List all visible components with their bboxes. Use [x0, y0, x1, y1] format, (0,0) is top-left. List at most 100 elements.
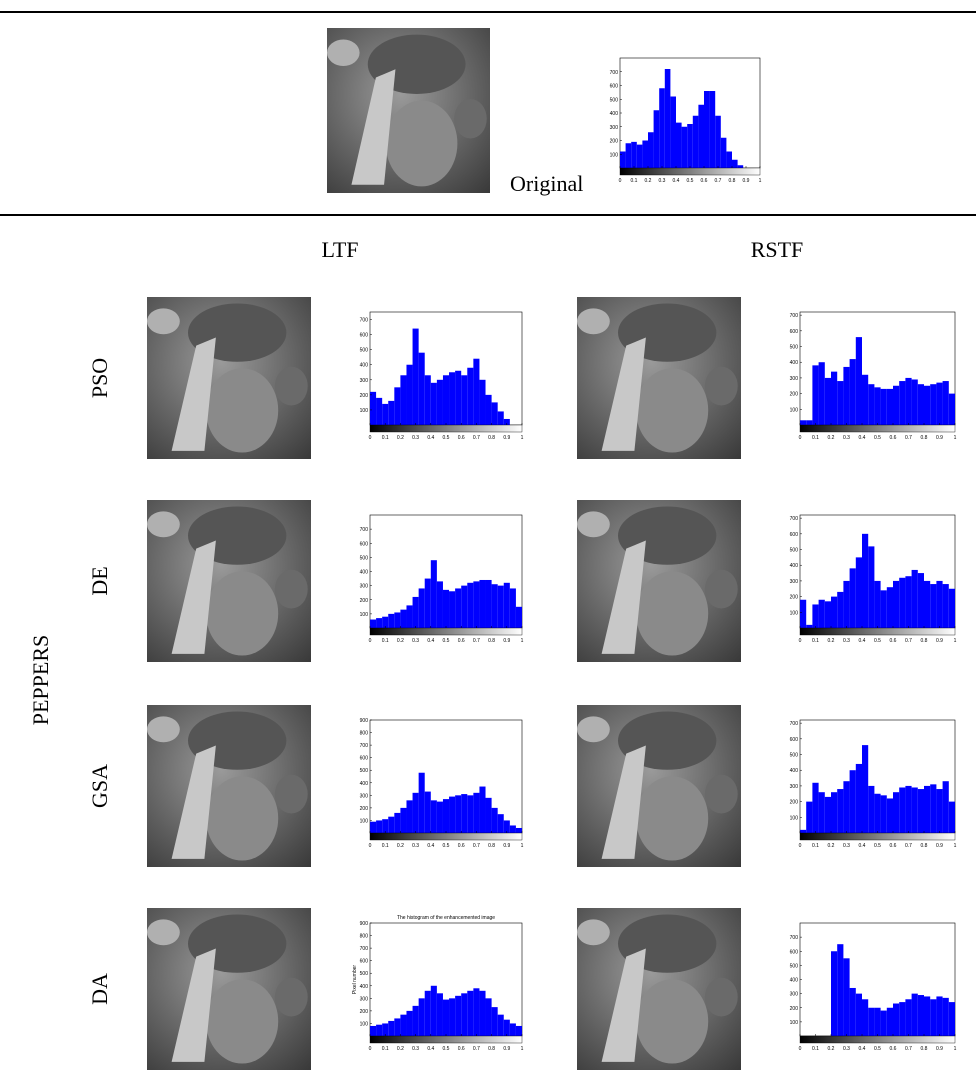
x-tick-label: 0.4	[859, 638, 866, 644]
photo-shape	[171, 948, 216, 1062]
bar	[394, 812, 401, 833]
bar	[806, 801, 813, 833]
photo-shape	[577, 919, 610, 946]
x-tick-label: 0.4	[427, 435, 434, 441]
x-tick-label: 0.9	[936, 638, 943, 644]
y-tick-label: 100	[360, 1021, 369, 1027]
x-tick-label: 0.5	[874, 435, 881, 441]
bar	[455, 795, 462, 833]
y-tick-label: 600	[360, 541, 369, 547]
colorbar	[799, 627, 956, 636]
bar	[515, 1025, 522, 1036]
photo	[147, 500, 311, 662]
bar	[497, 814, 504, 833]
bar	[412, 328, 419, 425]
x-tick-label: 0.5	[443, 1046, 450, 1052]
x-tick-label: 0.9	[503, 1046, 510, 1052]
bar	[473, 358, 480, 425]
bar	[491, 402, 498, 425]
bar	[905, 999, 912, 1036]
y-tick-label: 300	[790, 992, 799, 998]
bar	[868, 1007, 875, 1036]
bar	[449, 591, 456, 628]
y-tick-label: 700	[610, 70, 619, 76]
bar	[924, 580, 931, 628]
bar	[930, 999, 937, 1036]
x-tick-label: 0.5	[443, 638, 450, 644]
bar	[442, 589, 450, 628]
bar	[430, 985, 437, 1036]
x-tick-label: 0.9	[503, 843, 510, 849]
x-tick-label: 0.1	[812, 638, 819, 644]
bar	[911, 993, 918, 1036]
bar	[855, 337, 862, 425]
photo-shape	[206, 368, 279, 453]
y-tick-label: 600	[360, 959, 369, 965]
colorbar	[369, 832, 523, 841]
x-tick-label: 0.5	[874, 1046, 881, 1052]
bar	[868, 384, 875, 425]
y-tick-label: 200	[790, 595, 799, 601]
bar	[824, 601, 831, 628]
x-tick-label: 0.9	[503, 638, 510, 644]
colorbar	[799, 424, 956, 433]
bar	[382, 819, 389, 833]
bar	[806, 420, 813, 425]
bar	[843, 366, 850, 425]
bar	[485, 394, 492, 425]
photo	[577, 705, 741, 867]
x-tick-label: 0.2	[828, 1046, 835, 1052]
bar	[936, 996, 943, 1036]
x-tick-label: 0.2	[828, 843, 835, 849]
bar	[436, 379, 443, 425]
bar	[467, 367, 474, 425]
y-tick-label: 500	[790, 345, 799, 351]
photo-shape	[577, 716, 610, 743]
colorbar	[619, 167, 761, 176]
photo-shape	[385, 100, 458, 187]
y-tick-label: 300	[610, 125, 619, 131]
bar	[479, 786, 486, 833]
x-tick-label: 1	[954, 435, 957, 441]
bar	[424, 990, 431, 1036]
y-tick-label: 800	[360, 731, 369, 737]
y-tick-label: 100	[790, 610, 799, 616]
bar	[461, 993, 468, 1036]
bar	[620, 151, 626, 168]
y-tick-label: 100	[360, 612, 369, 618]
bar	[824, 796, 831, 833]
bar	[930, 584, 937, 628]
column-label: RSTF	[751, 237, 804, 262]
bar	[862, 999, 869, 1036]
x-tick-label: 0.8	[921, 435, 928, 441]
x-tick-label: 1	[954, 1046, 957, 1052]
y-tick-label: 500	[610, 97, 619, 103]
bar	[400, 609, 407, 628]
colorbar	[369, 424, 523, 433]
bar	[382, 403, 389, 425]
y-tick-label: 700	[360, 318, 369, 324]
photo-shape	[704, 977, 738, 1017]
bar	[886, 587, 893, 628]
y-tick-label: 300	[790, 784, 799, 790]
photo-shape	[274, 774, 308, 814]
photo-shape	[636, 979, 709, 1064]
photo	[147, 705, 311, 867]
y-tick-label: 700	[360, 946, 369, 952]
bar	[376, 1024, 383, 1036]
bar	[436, 993, 443, 1036]
bar	[670, 96, 676, 168]
bar	[406, 1010, 413, 1036]
bar	[376, 397, 383, 425]
photo-shape	[454, 98, 487, 139]
bar	[930, 384, 937, 425]
bar	[800, 420, 807, 425]
x-tick-label: 0.6	[890, 435, 897, 441]
bar	[843, 580, 850, 628]
bar	[942, 997, 949, 1036]
bar	[515, 606, 522, 628]
photo-shape	[327, 39, 360, 66]
y-tick-label: 600	[790, 532, 799, 538]
bar	[388, 400, 395, 425]
bar	[503, 418, 510, 425]
